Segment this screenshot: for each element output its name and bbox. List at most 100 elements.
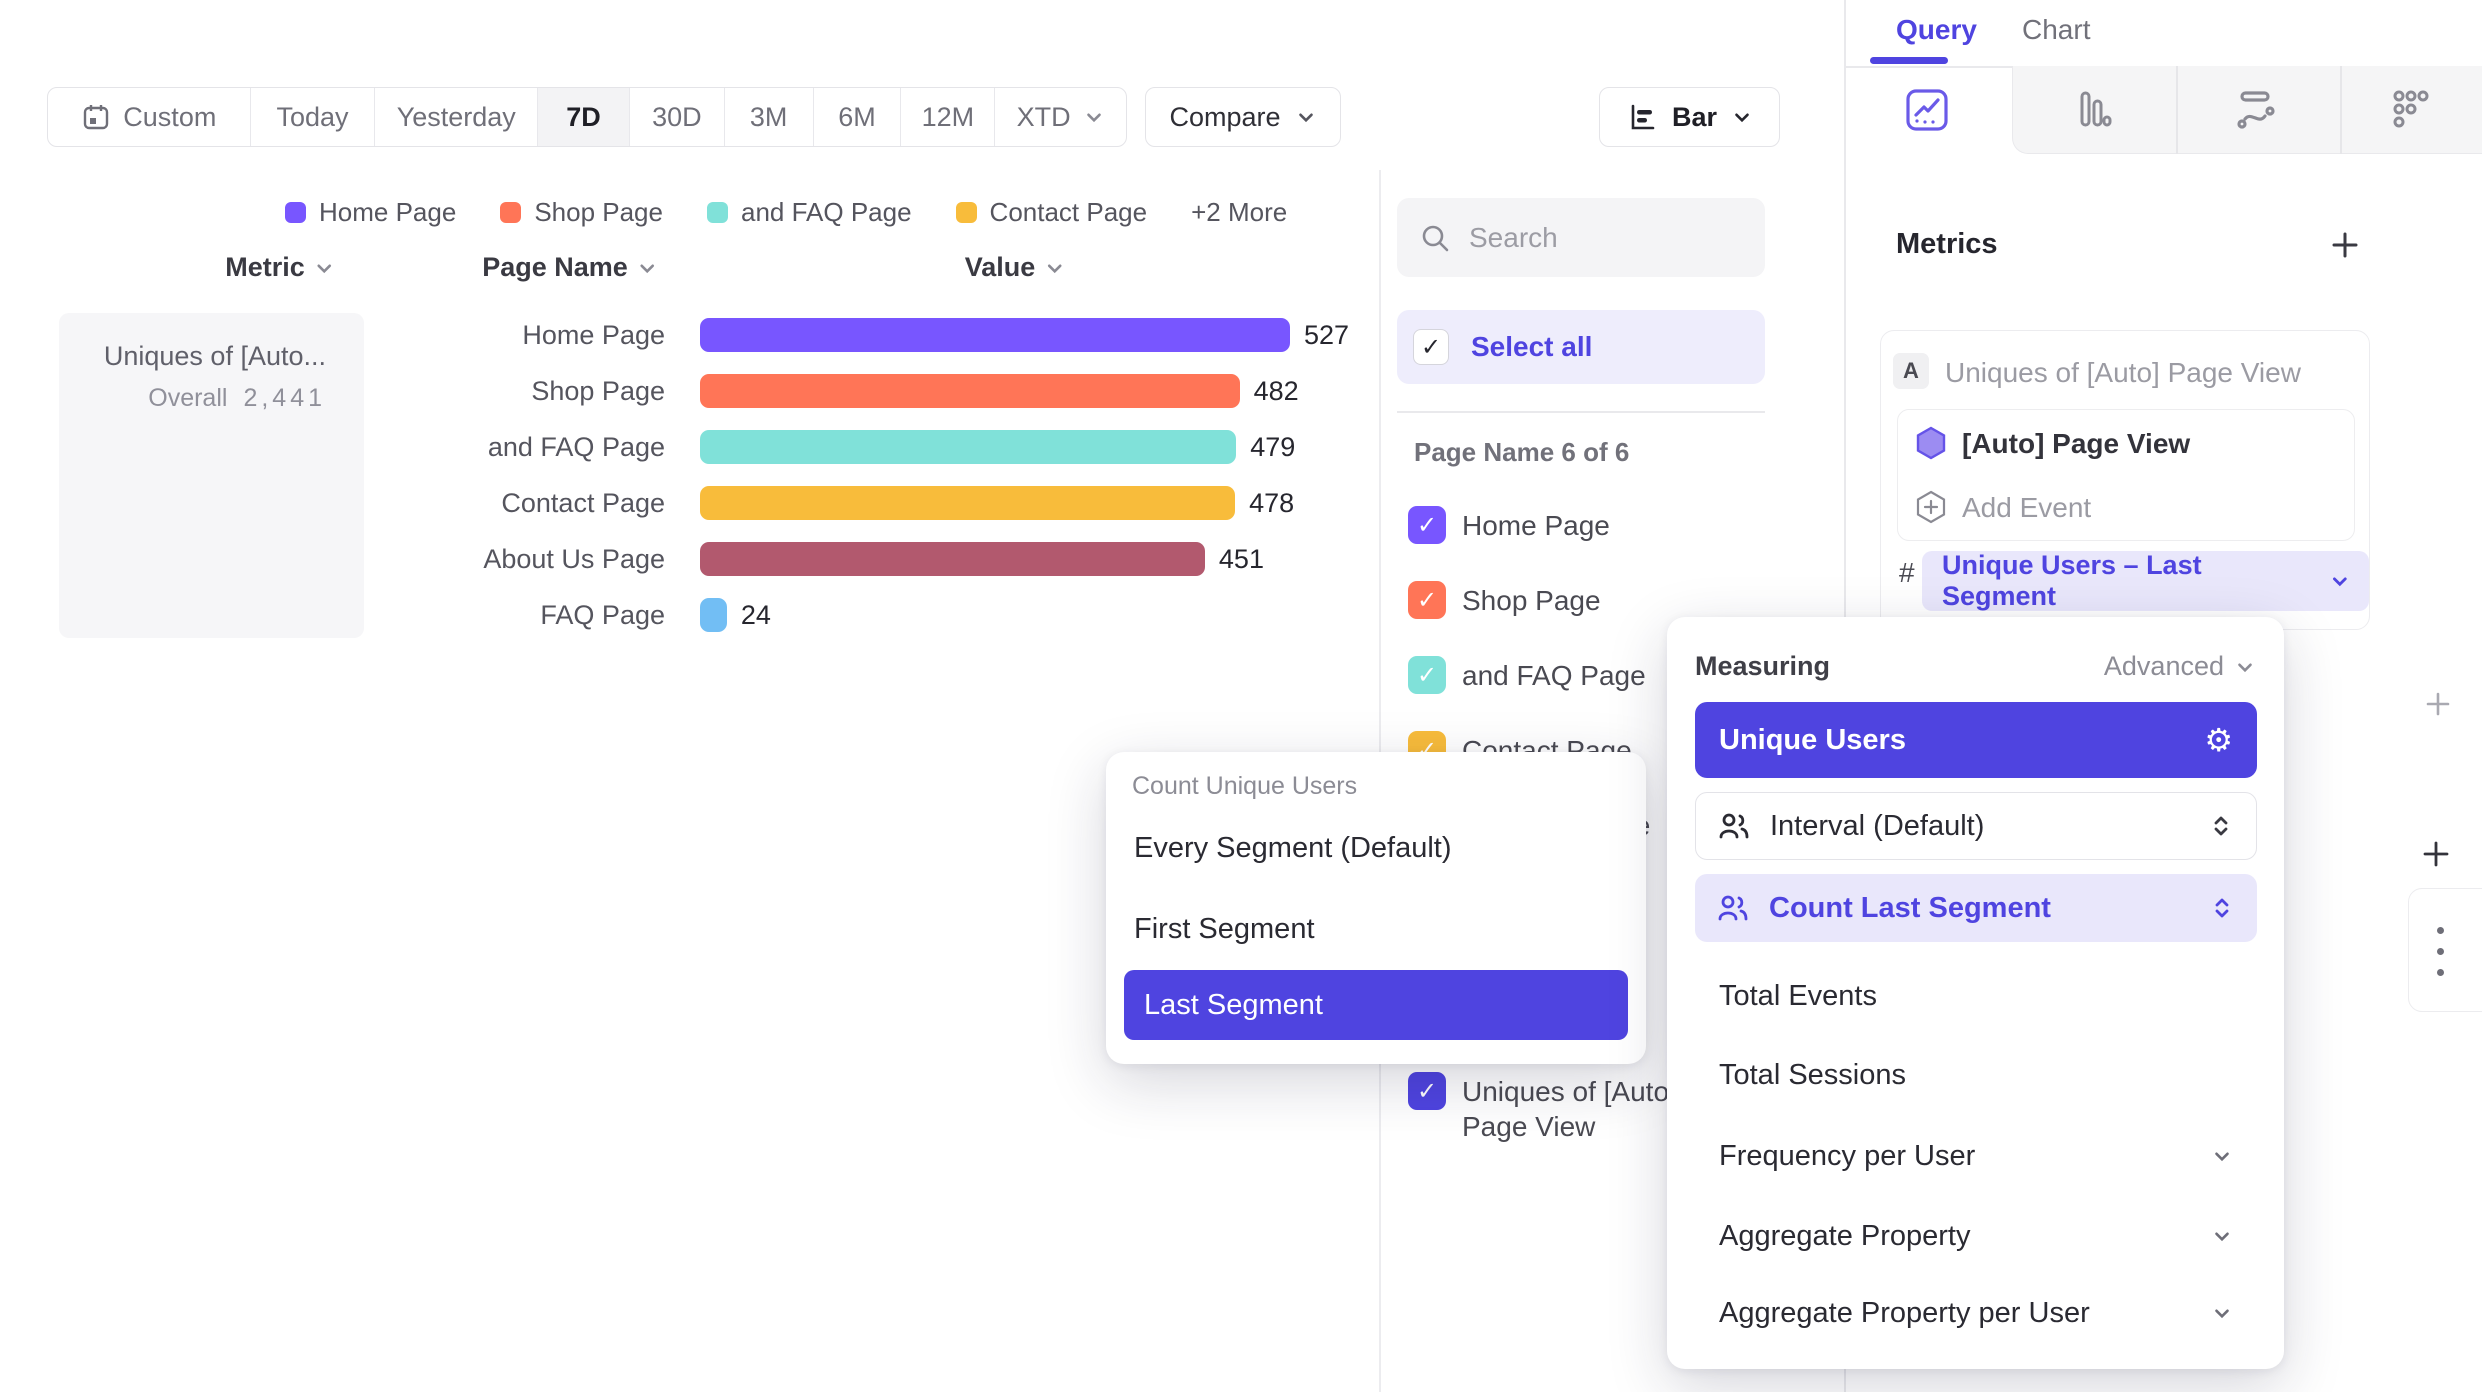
metric-summary-card[interactable]: Uniques of [Auto... Overall 2,441 <box>59 313 364 638</box>
metric-overall: Overall 2,441 <box>148 384 326 412</box>
measure-option-aggregate-property-per-user[interactable]: Aggregate Property per User <box>1695 1293 2257 1333</box>
add-event-label[interactable]: Add Event <box>1962 492 2092 523</box>
date-preset-7d[interactable]: 7D <box>538 88 630 146</box>
segment-item[interactable]: ✓ and FAQ Page <box>1408 656 1728 694</box>
legend-item[interactable]: Contact Page <box>955 197 1147 228</box>
segment-checkbox[interactable]: ✓ <box>1408 581 1446 619</box>
date-preset-today[interactable]: Today <box>251 88 376 146</box>
measure-option-aggregate-property[interactable]: Aggregate Property <box>1695 1216 2257 1256</box>
bar[interactable] <box>700 598 727 632</box>
measure-row-count-last-segment[interactable]: Count Last Segment <box>1695 874 2257 942</box>
bar-value: 527 <box>1304 319 1350 350</box>
measure-selector[interactable]: Unique Users – Last Segment <box>1922 550 2369 611</box>
measure-row-interval[interactable]: Interval (Default) <box>1695 792 2257 860</box>
segment-item[interactable]: ✓ Shop Page <box>1408 581 1728 619</box>
metrics-section-title: Metrics <box>1896 228 1998 260</box>
legend-item[interactable]: and FAQ Page <box>706 197 912 228</box>
bar-value: 482 <box>1253 375 1299 406</box>
legend-item[interactable]: Home Page <box>285 197 456 228</box>
metric-letter-badge: A <box>1893 353 1929 389</box>
measure-option-total-sessions[interactable]: Total Sessions <box>1719 1058 1906 1091</box>
legend-swatch <box>285 201 306 223</box>
users-icon <box>1719 813 1749 839</box>
menu-option-every-segment[interactable]: Every Segment (Default) <box>1134 832 1452 864</box>
chevron-down-icon <box>2215 1152 2229 1162</box>
metric-card: A Uniques of [Auto] Page View [Auto] Pag… <box>1880 330 2370 630</box>
stepper-icon <box>2214 816 2228 836</box>
menu-option-last-segment[interactable]: Last Segment <box>1124 970 1628 1040</box>
chevron-down-icon <box>2333 577 2347 587</box>
legend-more[interactable]: +2 More <box>1191 196 1288 227</box>
bar[interactable] <box>700 486 1236 520</box>
event-name[interactable]: [Auto] Page View <box>1962 428 2191 459</box>
bar-row: Home Page 527 <box>380 307 1430 363</box>
date-preset-12m[interactable]: 12M <box>901 88 996 146</box>
gear-icon[interactable]: ⚙ <box>2204 722 2233 758</box>
date-preset-3m[interactable]: 3M <box>725 88 814 146</box>
date-preset-xtd[interactable]: XTD <box>995 88 1126 146</box>
segment-checkbox[interactable]: ✓ <box>1408 656 1446 694</box>
segment-search[interactable] <box>1397 198 1765 277</box>
legend-swatch <box>706 201 728 223</box>
bar[interactable] <box>700 374 1240 408</box>
column-header-metric[interactable]: Metric <box>225 252 335 283</box>
select-all-row[interactable]: ✓ Select all <box>1397 310 1765 384</box>
event-card: [Auto] Page View Add Event <box>1897 409 2355 541</box>
analysis-tab-flows[interactable] <box>2176 66 2340 154</box>
active-tab-indicator <box>1870 57 1948 64</box>
analysis-tab-retention[interactable] <box>2340 66 2482 154</box>
date-preset-custom[interactable]: Custom <box>48 88 251 146</box>
measure-option-total-events[interactable]: Total Events <box>1719 979 1877 1012</box>
add-breakdown-icon[interactable] <box>2420 838 2452 870</box>
segment-checkbox[interactable]: ✓ <box>1408 506 1446 544</box>
chart-type-button[interactable]: Bar <box>1599 87 1780 147</box>
search-input[interactable] <box>1469 221 1729 254</box>
bar-row: About Us Page 451 <box>380 531 1430 587</box>
kebab-menu-icon[interactable] <box>2437 927 2444 976</box>
chevron-down-icon <box>2238 662 2252 672</box>
bar-row: Contact Page 478 <box>380 475 1430 531</box>
section-card <box>2408 888 2482 1012</box>
divider <box>2340 66 2342 154</box>
metric-summary-label: Uniques of [Auto] Page View <box>1945 357 2301 388</box>
add-metric-icon[interactable] <box>2328 228 2362 262</box>
add-filter-icon[interactable] <box>2424 690 2452 718</box>
segment-checkbox[interactable]: ✓ <box>1408 1072 1446 1110</box>
bar-row: and FAQ Page 479 <box>380 419 1430 475</box>
tab-query[interactable]: Query <box>1896 14 1977 45</box>
analysis-tab-insights[interactable] <box>1845 66 2009 154</box>
select-all-checkbox[interactable]: ✓ <box>1413 329 1449 365</box>
flows-icon <box>2237 91 2275 129</box>
insights-chart-icon <box>1906 89 1948 131</box>
count-menu-title: Count Unique Users <box>1132 772 1358 800</box>
retention-dots-icon <box>2393 90 2429 128</box>
bar[interactable] <box>700 542 1205 576</box>
chevron-down-icon <box>1047 263 1062 273</box>
segment-item[interactable]: ✓ Home Page <box>1408 506 1728 544</box>
bar-row: Shop Page 482 <box>380 363 1430 419</box>
date-preset-yesterday[interactable]: Yesterday <box>375 88 539 146</box>
date-preset-label: Custom <box>123 101 217 132</box>
column-header-value[interactable]: Value <box>965 252 1066 283</box>
legend-swatch <box>500 201 522 223</box>
column-header-page-name[interactable]: Page Name <box>482 252 658 283</box>
date-preset-6m[interactable]: 6M <box>814 88 902 146</box>
tab-chart[interactable]: Chart <box>2022 14 2091 45</box>
chevron-down-icon <box>1298 113 1313 123</box>
measure-operator: # <box>1899 557 1915 588</box>
bar[interactable] <box>700 318 1290 352</box>
analysis-tab-funnels[interactable] <box>2012 66 2176 154</box>
advanced-toggle[interactable]: Advanced <box>2104 651 2256 682</box>
compare-button[interactable]: Compare <box>1145 87 1341 147</box>
measure-option-frequency-per-user[interactable]: Frequency per User <box>1695 1136 2257 1176</box>
bar[interactable] <box>700 430 1237 464</box>
date-range-control: Custom Today Yesterday 7D 30D 3M 6M 12M … <box>47 87 1127 147</box>
bar-value: 451 <box>1218 543 1264 574</box>
measure-option-unique-users[interactable]: Unique Users ⚙ <box>1695 702 2257 778</box>
date-preset-30d[interactable]: 30D <box>630 88 725 146</box>
chevron-down-icon <box>1735 113 1749 123</box>
segment-item-metric[interactable]: ✓ Uniques of [Auto] Page View <box>1408 1072 1728 1144</box>
menu-option-first-segment[interactable]: First Segment <box>1134 913 1315 945</box>
legend-item[interactable]: Shop Page <box>500 197 663 228</box>
